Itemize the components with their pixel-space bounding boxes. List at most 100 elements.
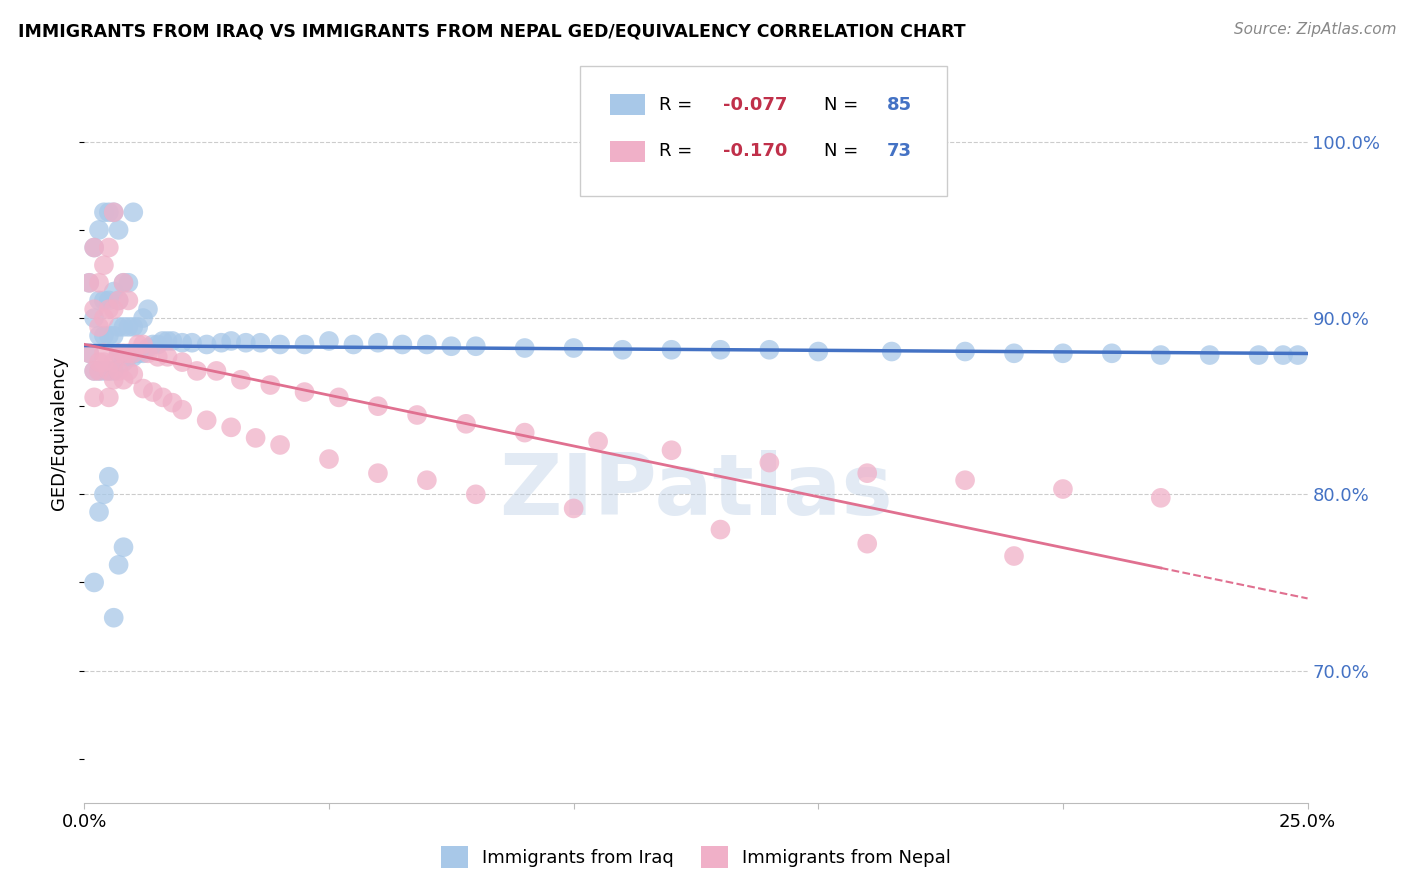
Point xyxy=(97,205,120,219)
Text: ZIPatlas: ZIPatlas xyxy=(499,450,893,533)
Point xyxy=(107,346,129,360)
Point xyxy=(205,364,228,378)
Point xyxy=(142,385,165,400)
Point xyxy=(219,420,242,434)
Bar xyxy=(610,141,644,161)
Point xyxy=(132,382,155,396)
Point xyxy=(367,335,389,350)
Point xyxy=(562,501,585,516)
Point xyxy=(117,346,139,360)
Point xyxy=(127,337,149,351)
Point xyxy=(294,385,316,400)
Point xyxy=(77,276,100,290)
Point xyxy=(112,346,135,360)
Point xyxy=(83,390,105,404)
Point xyxy=(172,355,194,369)
Point xyxy=(318,452,340,467)
Point xyxy=(259,378,281,392)
Point xyxy=(97,469,120,483)
Point xyxy=(132,337,155,351)
Point xyxy=(181,335,204,350)
Point xyxy=(83,364,105,378)
Point xyxy=(146,337,169,351)
Point xyxy=(132,311,155,326)
Point xyxy=(117,350,139,364)
Point xyxy=(122,319,145,334)
Point xyxy=(367,399,389,413)
Point xyxy=(127,346,149,360)
Point xyxy=(172,402,194,417)
Point xyxy=(562,341,585,355)
Point xyxy=(856,537,879,551)
Point xyxy=(112,540,135,554)
Text: -0.077: -0.077 xyxy=(723,95,787,113)
Point xyxy=(87,276,110,290)
Point xyxy=(1002,549,1025,563)
Point xyxy=(249,335,271,350)
Point xyxy=(103,373,125,387)
Point xyxy=(112,319,135,334)
Point xyxy=(1150,491,1173,505)
Point xyxy=(136,302,159,317)
Point xyxy=(661,343,683,357)
Point xyxy=(1286,348,1309,362)
Point xyxy=(122,350,145,364)
Point xyxy=(112,276,135,290)
Point xyxy=(195,337,218,351)
Point xyxy=(127,319,149,334)
Point xyxy=(195,413,218,427)
Point xyxy=(87,364,110,378)
Point xyxy=(107,293,129,308)
Point xyxy=(83,302,105,317)
Point xyxy=(117,276,139,290)
Point xyxy=(103,302,125,317)
Point xyxy=(132,346,155,360)
Point xyxy=(103,364,125,378)
Point xyxy=(162,334,184,348)
Point xyxy=(454,417,477,431)
Legend: Immigrants from Iraq, Immigrants from Nepal: Immigrants from Iraq, Immigrants from Ne… xyxy=(433,838,959,875)
Point xyxy=(464,339,486,353)
Point xyxy=(97,364,120,378)
Point xyxy=(107,293,129,308)
Point xyxy=(162,395,184,409)
Point xyxy=(93,293,115,308)
Point xyxy=(1052,346,1074,360)
Point xyxy=(103,205,125,219)
Point xyxy=(97,364,120,378)
Point xyxy=(953,473,976,487)
Text: N =: N = xyxy=(824,143,865,161)
Point xyxy=(77,346,100,360)
Bar xyxy=(610,95,644,115)
Point xyxy=(209,335,232,350)
Point xyxy=(229,373,252,387)
Point xyxy=(661,443,683,458)
Point xyxy=(87,505,110,519)
Point xyxy=(156,334,179,348)
Point xyxy=(107,346,129,360)
Point xyxy=(83,311,105,326)
Point xyxy=(93,355,115,369)
Text: 73: 73 xyxy=(887,143,912,161)
Point xyxy=(97,302,120,317)
Point xyxy=(513,341,536,355)
Point xyxy=(83,364,105,378)
Point xyxy=(513,425,536,440)
Point xyxy=(93,487,115,501)
FancyBboxPatch shape xyxy=(579,66,946,195)
Point xyxy=(1272,348,1295,362)
Point xyxy=(122,346,145,360)
Point xyxy=(328,390,350,404)
Point xyxy=(269,438,291,452)
Point xyxy=(709,343,731,357)
Point xyxy=(172,335,194,350)
Point xyxy=(93,258,115,272)
Point xyxy=(235,335,257,350)
Point xyxy=(586,434,609,449)
Point xyxy=(219,334,242,348)
Point xyxy=(117,319,139,334)
Point xyxy=(107,364,129,378)
Point xyxy=(136,346,159,360)
Point xyxy=(77,346,100,360)
Point xyxy=(709,523,731,537)
